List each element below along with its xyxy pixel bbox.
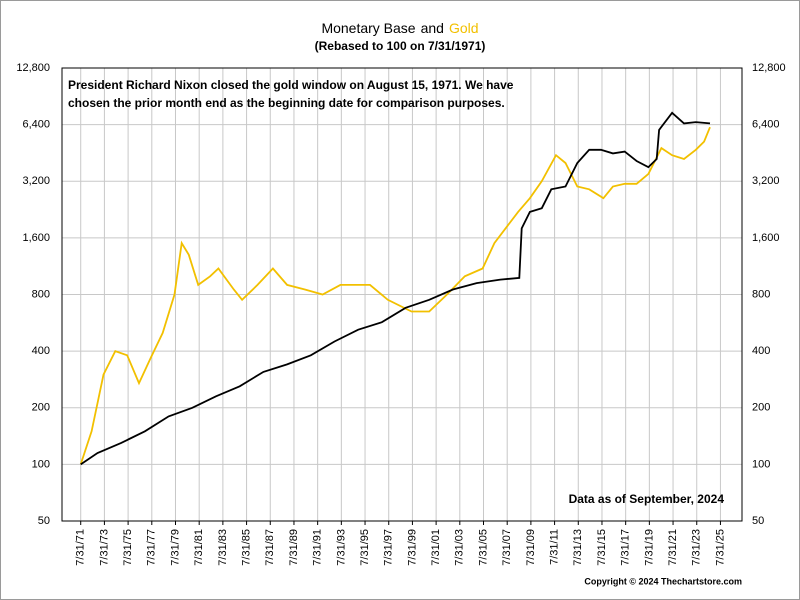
x-tick-label: 7/31/23 (691, 529, 703, 566)
x-tick-label: 7/31/73 (98, 529, 110, 566)
chart-subtitle: (Rebased to 100 on 7/31/1971) (315, 39, 486, 53)
y-tick-label: 200 (32, 402, 50, 414)
x-tick-label: 7/31/07 (501, 529, 513, 566)
x-tick-label: 7/31/81 (193, 529, 205, 566)
y-tick-label: 800 (32, 288, 50, 300)
x-tick-label: 7/31/11 (548, 529, 560, 565)
y2-tick-label: 12,800 (752, 62, 786, 74)
x-tick-label: 7/31/13 (572, 529, 584, 566)
x-tick-label: 7/31/77 (146, 529, 158, 566)
x-tick-label: 7/31/71 (75, 529, 87, 566)
title-series-1: Gold (449, 20, 479, 36)
title-series-0: Monetary Base (321, 20, 415, 36)
x-tick-label: 7/31/75 (122, 529, 134, 566)
chart-title: Monetary Base and Gold (321, 20, 478, 36)
x-tick-label: 7/31/91 (312, 529, 324, 566)
series-line (79, 126, 711, 465)
y-tick-label: 50 (38, 515, 50, 527)
x-tick-label: 7/31/83 (217, 529, 229, 566)
x-tick-label: 7/31/19 (643, 529, 655, 566)
y-tick-label: 6,400 (22, 119, 50, 131)
x-tick-label: 7/31/95 (359, 529, 371, 566)
plot-border (61, 67, 743, 522)
x-tick-label: 7/31/17 (620, 529, 632, 566)
y2-tick-label: 50 (752, 515, 764, 527)
y2-tick-label: 1,600 (752, 232, 780, 244)
title-joiner: and (421, 20, 444, 36)
x-tick-label: 7/31/89 (288, 529, 300, 566)
y-tick-label: 3,200 (22, 175, 50, 187)
y2-tick-label: 400 (752, 345, 770, 357)
x-tick-label: 7/31/79 (169, 529, 181, 566)
x-tick-label: 7/31/97 (383, 529, 395, 566)
series-line (80, 111, 711, 466)
x-tick-label: 7/31/87 (264, 529, 276, 566)
x-tick-label: 7/31/09 (525, 529, 537, 566)
data-note: Data as of September, 2024 (569, 492, 725, 506)
annotation: President Richard Nixon closed the gold … (68, 78, 514, 92)
x-tick-label: 7/31/85 (240, 529, 252, 566)
y2-tick-label: 3,200 (752, 175, 780, 187)
y2-tick-label: 100 (752, 458, 770, 470)
y-tick-label: 400 (32, 345, 50, 357)
x-tick-label: 7/31/21 (667, 529, 679, 566)
y-tick-label: 1,600 (22, 232, 50, 244)
y2-tick-label: 200 (752, 402, 770, 414)
x-tick-label: 7/31/25 (714, 529, 726, 566)
y2-tick-label: 800 (752, 288, 770, 300)
x-tick-label: 7/31/03 (454, 529, 466, 566)
copyright: Copyright © 2024 Thechartstore.com (584, 576, 742, 586)
y-tick-label: 100 (32, 458, 50, 470)
x-tick-label: 7/31/99 (406, 529, 418, 566)
annotation: chosen the prior month end as the beginn… (68, 96, 505, 110)
y-tick-label: 12,800 (16, 62, 50, 74)
x-tick-label: 7/31/01 (430, 529, 442, 566)
x-tick-label: 7/31/93 (335, 529, 347, 566)
y2-tick-label: 6,400 (752, 119, 780, 131)
x-tick-label: 7/31/15 (596, 529, 608, 566)
x-tick-label: 7/31/05 (477, 529, 489, 566)
